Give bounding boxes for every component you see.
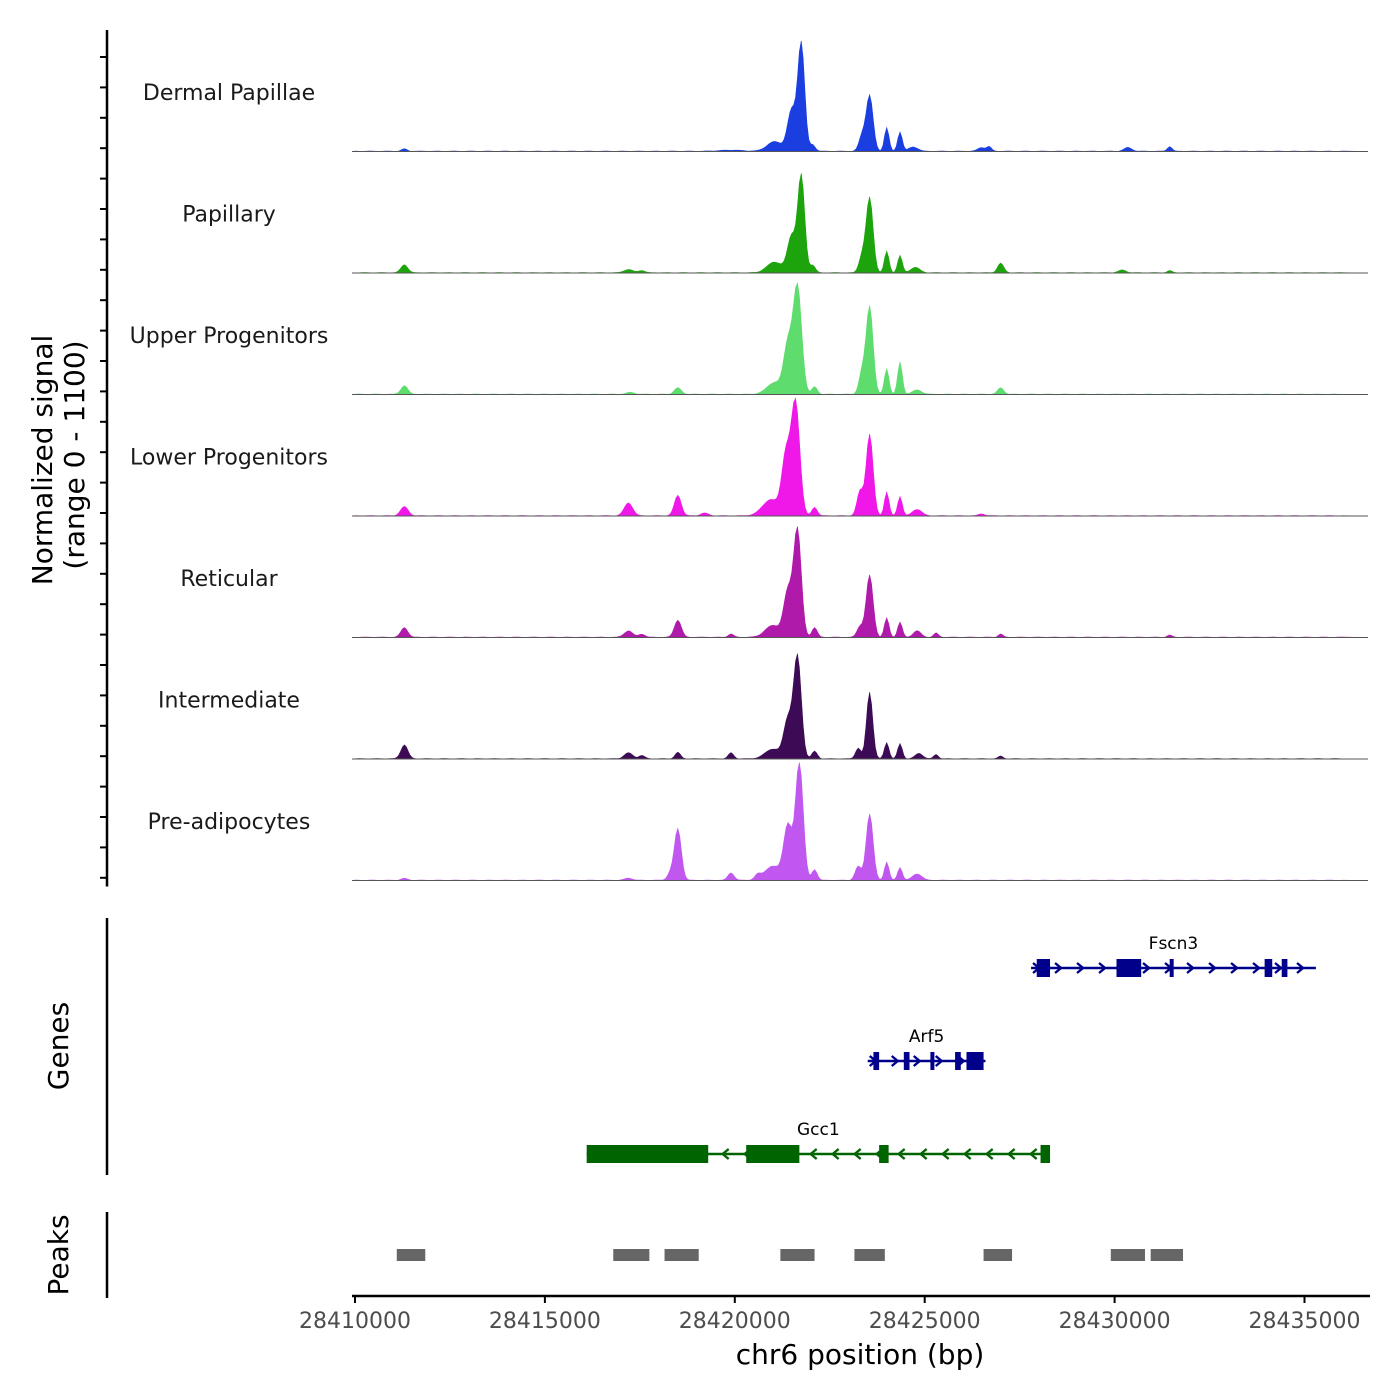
gene-exon xyxy=(879,1145,889,1163)
signal-area xyxy=(354,40,1369,152)
signal-area xyxy=(354,526,1369,638)
strand-arrow xyxy=(720,1148,730,1160)
track-2: Upper Progenitors xyxy=(130,281,1368,395)
gene-label: Gcc1 xyxy=(797,1120,840,1140)
x-tick-label: 28430000 xyxy=(1059,1309,1171,1334)
peak-region xyxy=(396,1249,426,1261)
track-label: Intermediate xyxy=(158,689,300,714)
track-1: Papillary xyxy=(182,173,1369,274)
y-axis-subtitle: (range 0 - 1100) xyxy=(58,340,91,569)
x-tick-label: 28415000 xyxy=(489,1309,601,1334)
strand-arrow xyxy=(1098,962,1107,974)
strand-arrow xyxy=(1028,1148,1038,1160)
strand-arrow xyxy=(808,1148,818,1160)
peaks-axis-title: Peaks xyxy=(42,1214,75,1295)
strand-arrow xyxy=(1252,962,1261,974)
x-axis: 28410000 28415000 28420000 28425000 28430000… xyxy=(299,1294,1370,1334)
genes-axis-title: Genes xyxy=(42,1002,75,1090)
signal-y-axis xyxy=(100,30,109,887)
gene-exon xyxy=(1264,959,1273,977)
x-tick-label: 28425000 xyxy=(869,1309,981,1334)
strand-arrow xyxy=(918,1148,928,1160)
strand-arrow xyxy=(896,1148,906,1160)
gene-exon xyxy=(1116,959,1142,977)
track-label: Dermal Papillae xyxy=(143,81,315,106)
strand-arrow xyxy=(912,1055,922,1067)
gene-exon xyxy=(1281,959,1288,977)
gene-exon xyxy=(903,1052,910,1070)
peak-region xyxy=(780,1249,815,1261)
gene-label: Fscn3 xyxy=(1149,934,1199,954)
strand-arrow xyxy=(1054,962,1063,974)
strand-arrow xyxy=(934,1055,944,1067)
peak-region xyxy=(1110,1249,1145,1261)
gene-exon xyxy=(1169,959,1174,977)
peak-region xyxy=(854,1249,885,1261)
gene-exon xyxy=(586,1145,709,1163)
strand-arrow xyxy=(852,1148,862,1160)
track-5: Intermediate xyxy=(158,653,1369,760)
x-tick-label: 28435000 xyxy=(1249,1309,1361,1334)
signal-area xyxy=(354,653,1369,760)
strand-arrow xyxy=(1296,962,1305,974)
gene-exon xyxy=(930,1052,935,1070)
gene-exon xyxy=(746,1145,800,1163)
x-axis-title: chr6 position (bp) xyxy=(736,1338,985,1371)
gene-gcc1: Gcc1 xyxy=(586,1120,1051,1163)
track-0: Dermal Papillae xyxy=(143,40,1369,152)
signal-area xyxy=(354,762,1369,881)
signal-area xyxy=(354,173,1369,274)
signal-panel: Dermal Papillae Papillary Upper Progenitor… xyxy=(130,40,1369,881)
track-label: Pre-adipocytes xyxy=(148,810,311,835)
strand-arrow xyxy=(890,1055,900,1067)
strand-arrow xyxy=(1076,962,1085,974)
strand-arrow xyxy=(1230,962,1239,974)
peak-region xyxy=(983,1249,1013,1261)
track-label: Papillary xyxy=(182,203,276,228)
peak-region xyxy=(613,1249,650,1261)
track-4: Reticular xyxy=(180,526,1369,638)
strand-arrow xyxy=(1186,962,1195,974)
strand-arrow xyxy=(830,1148,840,1160)
strand-arrow xyxy=(1208,962,1217,974)
track-label: Upper Progenitors xyxy=(130,324,329,349)
track-label: Lower Progenitors xyxy=(130,446,328,471)
gene-exon xyxy=(873,1052,880,1070)
x-tick-label: 28410000 xyxy=(299,1309,411,1334)
signal-area xyxy=(354,281,1368,395)
strand-arrow xyxy=(962,1148,972,1160)
gene-exon xyxy=(966,1052,984,1070)
strand-arrow xyxy=(1274,962,1283,974)
gene-exon xyxy=(955,1052,961,1070)
track-label: Reticular xyxy=(180,567,278,592)
peak-region xyxy=(1150,1249,1183,1261)
signal-area xyxy=(354,397,1369,517)
track-3: Lower Progenitors xyxy=(130,397,1369,517)
x-tick-label: 28420000 xyxy=(679,1309,791,1334)
gene-exon xyxy=(1036,959,1051,977)
peaks-panel xyxy=(105,1212,1183,1298)
y-axis-title: Normalized signal xyxy=(26,335,59,586)
gene-fscn3: Fscn3 xyxy=(1031,934,1316,977)
genes-panel: Fscn3 Arf5 Gcc1 xyxy=(105,918,1316,1175)
strand-arrow xyxy=(940,1148,950,1160)
gene-arf5: Arf5 xyxy=(867,1027,986,1070)
gene-exon xyxy=(1040,1145,1051,1163)
strand-arrow xyxy=(1142,962,1151,974)
peak-region xyxy=(664,1249,699,1261)
track-6: Pre-adipocytes xyxy=(148,762,1369,881)
strand-arrow xyxy=(984,1148,994,1160)
gene-label: Arf5 xyxy=(909,1027,944,1047)
strand-arrow xyxy=(1006,1148,1016,1160)
